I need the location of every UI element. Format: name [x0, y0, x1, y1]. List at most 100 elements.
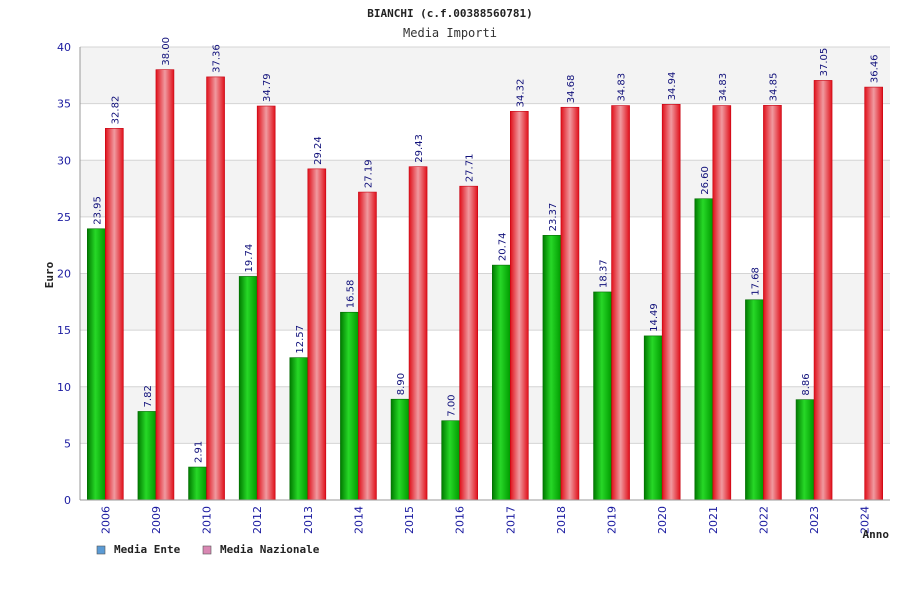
bar-media-nazionale	[358, 191, 377, 501]
bars	[87, 69, 883, 501]
data-label: 7.00	[447, 394, 458, 416]
data-label: 34.79	[262, 73, 273, 102]
bar-media-nazionale	[307, 168, 327, 501]
bar-media-nazionale	[560, 106, 580, 501]
bar-media-ente	[441, 420, 460, 501]
bar-media-nazionale	[864, 86, 883, 501]
data-label: 29.43	[414, 134, 425, 163]
bar-media-nazionale	[813, 80, 833, 501]
data-label: 34.68	[566, 75, 577, 104]
bar-media-nazionale	[459, 185, 478, 501]
data-label: 37.36	[212, 44, 223, 73]
bar-media-nazionale	[408, 166, 428, 501]
y-axis-label: Euro	[43, 261, 56, 288]
bar-media-ente	[87, 228, 106, 501]
x-tick-label: 2006	[99, 506, 112, 534]
x-tick-label: 2022	[757, 506, 770, 534]
data-label: 32.82	[110, 96, 121, 125]
data-label: 8.86	[801, 373, 812, 395]
data-label: 8.90	[396, 373, 407, 395]
bar-media-ente	[340, 311, 359, 501]
y-tick-label: 25	[57, 211, 71, 224]
bar-media-ente	[390, 398, 410, 501]
x-tick-label: 2013	[302, 506, 315, 534]
bar-media-nazionale	[712, 105, 732, 501]
x-tick-label: 2019	[606, 506, 619, 534]
y-tick-label: 0	[64, 494, 71, 507]
bar-media-nazionale	[105, 128, 124, 501]
data-label: 36.46	[870, 54, 881, 83]
x-tick-label: 2015	[403, 506, 416, 534]
legend-swatch-media-ente	[96, 545, 106, 555]
x-tick-label: 2017	[504, 506, 517, 534]
data-label: 2.91	[194, 441, 205, 463]
x-tick-label: 2024	[859, 506, 872, 534]
data-label: 16.58	[345, 280, 356, 309]
y-tick-label: 35	[57, 98, 71, 111]
bar-media-ente	[188, 466, 207, 501]
data-label: 34.85	[768, 73, 779, 102]
data-label: 14.49	[649, 303, 660, 332]
bar-media-nazionale	[510, 111, 529, 501]
data-label: 34.94	[667, 72, 678, 101]
legend-swatch-media-nazionale	[202, 545, 212, 555]
data-label: 23.95	[92, 196, 103, 225]
y-tick-label: 30	[57, 154, 71, 167]
legend: Media Ente Media Nazionale	[96, 543, 320, 556]
legend-label-media-nazionale: Media Nazionale	[220, 543, 320, 556]
bar-media-nazionale	[611, 105, 630, 501]
bar-media-nazionale	[661, 104, 681, 501]
y-tick-label: 10	[57, 381, 71, 394]
x-axis-label: Anno	[863, 528, 890, 541]
bar-media-nazionale	[155, 69, 175, 501]
y-tick-label: 20	[57, 268, 71, 281]
bar-media-ente	[238, 276, 258, 501]
y-tick-label: 40	[57, 41, 71, 54]
x-tick-label: 2009	[150, 506, 163, 534]
data-label: 17.68	[750, 267, 761, 296]
data-label: 34.32	[515, 79, 526, 108]
data-labels: 23.95 32.82 7.82 38.00 2.91 37.36 19.74 34.79 12…	[92, 37, 880, 463]
data-label: 34.83	[617, 73, 628, 102]
data-label: 23.37	[548, 203, 559, 232]
x-tick-label: 2020	[656, 506, 669, 534]
data-label: 18.37	[599, 259, 610, 288]
bar-media-ente	[492, 264, 511, 501]
legend-label-media-ente: Media Ente	[114, 543, 181, 556]
data-label: 26.60	[700, 166, 711, 195]
data-label: 12.57	[295, 325, 306, 354]
bar-media-ente	[643, 335, 663, 501]
data-label: 38.00	[161, 37, 172, 66]
x-tick-label: 2018	[555, 506, 568, 534]
y-tick-label: 15	[57, 324, 71, 337]
data-label: 29.24	[313, 136, 324, 165]
x-tick-label: 2016	[454, 506, 467, 534]
chart-title: BIANCHI (c.f.00388560781)	[367, 7, 533, 20]
bar-media-ente	[694, 198, 714, 501]
chart-subtitle: Media Importi	[403, 26, 497, 40]
bar-media-nazionale	[256, 105, 276, 501]
data-label: 27.19	[363, 159, 374, 188]
data-label: 27.71	[465, 154, 476, 183]
bar-media-ente	[137, 411, 157, 501]
x-tick-label: 2010	[201, 506, 214, 534]
bar-media-ente	[795, 399, 815, 501]
x-axis-ticks: 2006 2009 2010 2012 2013 2014 2015 2016 2017 2018…	[99, 506, 871, 534]
bar-media-ente	[745, 299, 764, 501]
x-tick-label: 2014	[352, 506, 365, 534]
y-axis-ticks: 0 5 10 15 20 25 30 35 40	[57, 41, 71, 507]
x-tick-label: 2012	[251, 506, 264, 534]
data-label: 19.74	[244, 244, 255, 273]
bar-media-ente	[542, 235, 562, 501]
bar-media-ente	[593, 291, 612, 501]
x-tick-label: 2021	[707, 506, 720, 534]
data-label: 34.83	[718, 73, 729, 102]
bar-media-ente	[289, 357, 309, 501]
data-label: 20.74	[497, 232, 508, 261]
data-label: 7.82	[143, 385, 154, 407]
x-tick-label: 2023	[808, 506, 821, 534]
data-label: 37.05	[819, 48, 830, 77]
bar-media-nazionale	[763, 105, 782, 501]
y-tick-label: 5	[64, 437, 71, 450]
